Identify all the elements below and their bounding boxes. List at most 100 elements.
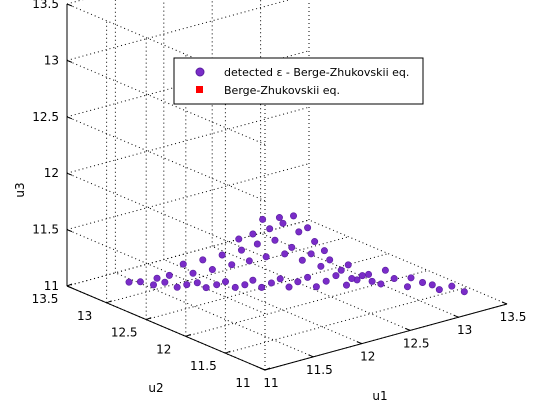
data-point [179, 260, 187, 268]
y-tick-mark [264, 367, 271, 371]
x-tick-label: 12 [360, 350, 375, 364]
data-point [189, 269, 197, 277]
data-point [332, 272, 340, 280]
y-tick-mark [185, 333, 191, 337]
grid-line [66, 163, 310, 231]
data-point [266, 225, 274, 233]
data-point [342, 281, 350, 289]
data-point [307, 250, 315, 258]
z-axis-label: u3 [13, 182, 27, 197]
legend-label-equilibrium: Berge-Zhukovskii eq. [224, 84, 340, 97]
z-tick-mark [66, 3, 73, 7]
x-tick-label: 13 [457, 323, 472, 337]
x-tick-mark [453, 314, 459, 318]
data-point [259, 215, 267, 223]
data-point [262, 253, 270, 261]
grid-line [66, 106, 310, 174]
data-point [381, 266, 389, 274]
data-point [403, 283, 411, 291]
z-tick-label: 11 [44, 279, 59, 293]
z-tick-label: 11.5 [32, 223, 59, 237]
data-point [294, 278, 302, 286]
data-point [267, 279, 275, 287]
data-point [298, 256, 306, 264]
y-tick-mark [106, 300, 112, 304]
data-point [228, 261, 236, 269]
x-tick-mark [501, 301, 508, 305]
data-point [153, 274, 161, 282]
y-tick-label: 12.5 [111, 326, 138, 340]
data-point [238, 246, 246, 254]
z-tick-mark [66, 285, 73, 289]
z-tick-mark [66, 229, 73, 233]
data-point [271, 236, 279, 244]
data-point [326, 256, 334, 264]
data-point [241, 281, 249, 289]
y-tick-label: 11.5 [190, 359, 217, 373]
data-point [125, 278, 133, 286]
data-point [448, 282, 456, 290]
x-tick-label: 12.5 [403, 336, 430, 350]
data-point [249, 276, 257, 284]
data-point [320, 247, 328, 255]
data-point [288, 243, 296, 251]
y-tick-mark [146, 317, 152, 321]
grid-line [308, 219, 508, 305]
legend-label-detected: detected ε - Berge-Zhukovskii eq. [224, 66, 409, 79]
data-point [312, 283, 320, 291]
data-point [245, 257, 253, 265]
z-tick-label: 13 [44, 53, 59, 67]
x-axis-line [264, 303, 508, 371]
data-point [199, 256, 207, 264]
grid-line [66, 116, 266, 202]
y-tick-mark [66, 283, 73, 287]
x-tick-label: 11 [263, 376, 278, 390]
z-tick-mark [66, 116, 73, 120]
z-tick-label: 12.5 [32, 110, 59, 124]
data-point [275, 214, 283, 222]
legend: detected ε - Berge-Zhukovskii eq. Berge-… [173, 57, 424, 105]
data-point [368, 277, 376, 285]
data-point [407, 274, 415, 282]
data-point [428, 281, 436, 289]
data-point [460, 288, 468, 296]
data-point [344, 261, 352, 269]
data-point [358, 272, 366, 280]
x-tick-mark [259, 367, 266, 371]
data-point [304, 273, 312, 281]
data-point [249, 230, 257, 238]
data-point [165, 271, 173, 279]
data-point [161, 278, 169, 286]
grid-line [66, 0, 84, 5]
data-point [202, 284, 210, 292]
y-tick-mark [225, 350, 231, 354]
data-point [193, 279, 201, 287]
data-point [304, 224, 312, 232]
data-point [290, 212, 298, 220]
data-point [258, 283, 266, 291]
legend-box [173, 57, 424, 105]
data-point [218, 251, 226, 259]
y-axis-label: u2 [148, 381, 163, 395]
x-tick-mark [356, 341, 362, 345]
data-point [419, 278, 427, 286]
y-tick-label: 12 [156, 342, 171, 356]
grid-line [66, 0, 291, 61]
data-point [281, 250, 289, 258]
grid-line [225, 286, 468, 354]
data-point [235, 235, 243, 243]
grid-line [106, 236, 349, 304]
data-point [317, 262, 325, 270]
legend-marker-equilibrium [196, 86, 203, 93]
x-tick-mark [405, 327, 411, 331]
data-point [285, 283, 293, 291]
x-tick-label: 11.5 [306, 363, 333, 377]
x-tick-label: 13.5 [500, 310, 527, 324]
legend-marker-detected [195, 67, 205, 77]
y-tick-label: 11 [235, 376, 250, 390]
data-point [183, 281, 191, 289]
data-point [136, 278, 144, 286]
z-tick-label: 13.5 [32, 0, 59, 11]
